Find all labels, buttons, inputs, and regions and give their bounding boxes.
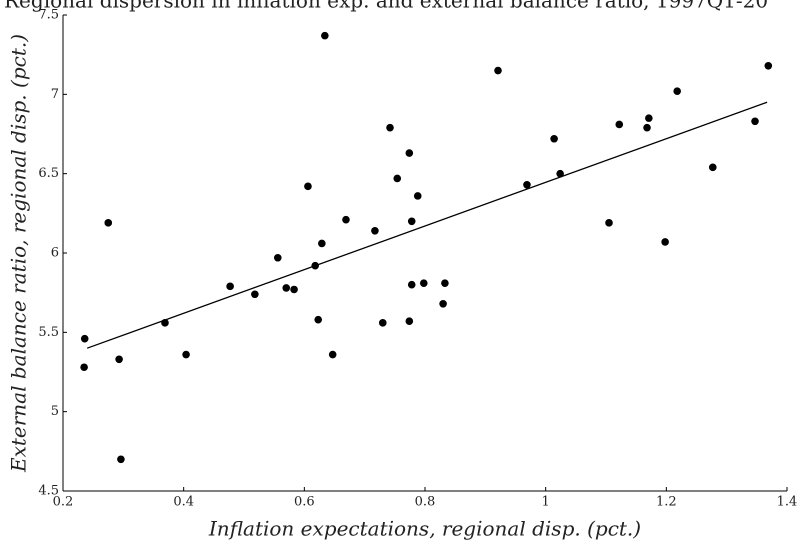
y-tick-label: 5: [51, 404, 59, 419]
point: [378, 319, 387, 327]
point: [314, 315, 323, 324]
x-tick-label: 0.8: [415, 495, 436, 510]
point: [318, 239, 326, 248]
x-tick-label: 0.2: [53, 495, 74, 510]
point: [80, 334, 89, 343]
point: [226, 282, 234, 291]
point: [321, 31, 329, 40]
point: [764, 61, 773, 70]
point: [550, 134, 558, 143]
y-tick-label: 7: [51, 87, 59, 102]
point: [407, 280, 416, 289]
point: [290, 285, 298, 294]
x-tick-label: 0.6: [294, 495, 315, 510]
chart-title: Regional dispersion in inflation exp. an…: [4, 0, 768, 13]
point: [643, 123, 651, 132]
point: [523, 180, 531, 189]
point: [405, 149, 414, 157]
point: [115, 355, 123, 364]
point: [393, 174, 402, 183]
point: [182, 350, 190, 359]
point: [413, 192, 422, 200]
point: [117, 455, 125, 464]
fit-line: [86, 101, 768, 349]
point: [371, 226, 379, 235]
point: [282, 284, 291, 292]
point: [311, 261, 319, 270]
point: [342, 215, 350, 224]
x-tick-label: 1.2: [656, 495, 677, 510]
point: [80, 363, 88, 372]
point: [645, 114, 653, 122]
y-tick-label: 6.5: [38, 166, 59, 181]
point: [751, 117, 759, 126]
x-axis-label: Inflation expectations, regional disp. (…: [208, 517, 641, 541]
y-tick-label: 6: [51, 246, 59, 261]
point: [494, 66, 502, 75]
point: [161, 319, 169, 327]
point: [251, 290, 259, 299]
point: [328, 350, 337, 359]
point: [441, 279, 449, 287]
point: [556, 169, 564, 178]
point: [605, 219, 613, 227]
point: [386, 123, 394, 132]
x-tick-label: 0.4: [173, 495, 194, 510]
point: [304, 182, 312, 191]
point: [419, 279, 428, 287]
y-tick-label: 4.5: [38, 484, 59, 499]
y-tick-label: 5.5: [38, 325, 59, 340]
point: [615, 120, 624, 129]
point: [104, 219, 113, 227]
point: [405, 317, 414, 326]
point: [439, 299, 447, 308]
point: [673, 87, 681, 95]
x-tick-label: 1.4: [777, 495, 798, 510]
point: [273, 253, 282, 262]
point: [708, 163, 717, 172]
y-axis-label: External balance ratio, regional disp. (…: [7, 34, 31, 473]
y-tick-label: 7.5: [38, 8, 59, 23]
point: [661, 238, 669, 246]
x-tick-label: 1: [542, 495, 550, 510]
point: [407, 217, 416, 226]
